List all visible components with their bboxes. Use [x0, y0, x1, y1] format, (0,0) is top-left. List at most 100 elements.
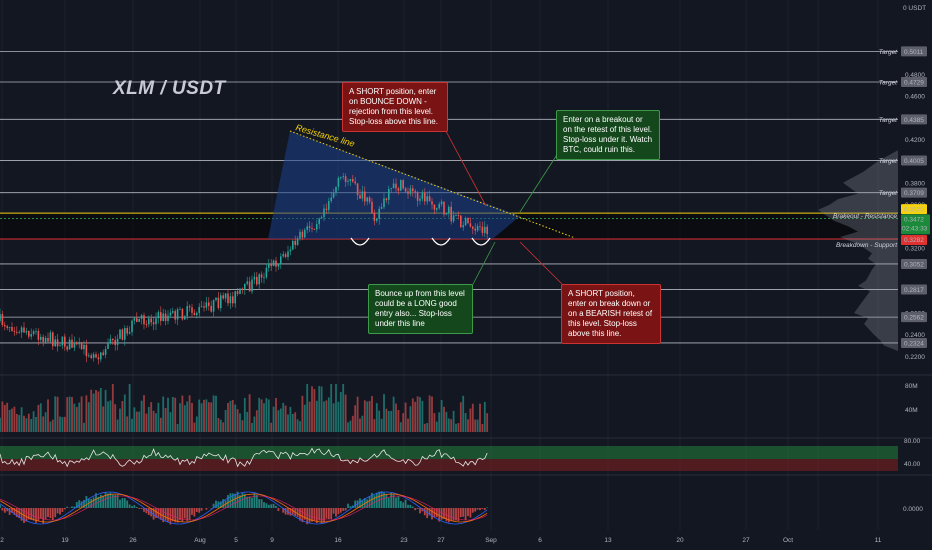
candle-body-155 [371, 201, 373, 214]
macd-hist-2856 [284, 508, 287, 515]
price-tick-3: 0.3800 [905, 180, 925, 187]
candle-body-35 [83, 344, 85, 350]
candle-body-123 [294, 240, 296, 245]
candle-body-121 [289, 249, 292, 252]
volume-profile [818, 150, 898, 351]
time-tick-10: 6 [538, 537, 542, 544]
candle-body-178 [426, 196, 428, 202]
candle-body-28 [66, 346, 68, 350]
macd-hist-4176 [416, 508, 419, 509]
candle-body-31 [73, 342, 76, 348]
volume-bar-118 [282, 402, 285, 432]
volume-bar-110 [263, 403, 265, 432]
candle-body-136 [325, 208, 328, 210]
macd-hist-1296 [128, 504, 131, 508]
level-price-3: 0.2324 [904, 340, 924, 347]
volume-bar-29 [68, 396, 71, 432]
macd-hist-1992 [198, 508, 201, 513]
candle-body-102 [244, 283, 246, 290]
volume-bar-4 [8, 409, 11, 432]
candle-body-141 [337, 178, 340, 187]
volume-bar-58 [138, 411, 141, 432]
volume-bar-42 [99, 387, 102, 432]
volume-bar-45 [107, 401, 109, 432]
volume-bar-67 [159, 417, 162, 432]
volume-bar-121 [289, 406, 292, 432]
time-tick-1: 19 [61, 537, 69, 544]
macd-hist-2232 [222, 499, 225, 508]
volume-bar-50 [119, 408, 121, 432]
volume-bar-151 [361, 415, 364, 432]
candle-body-17 [40, 336, 42, 340]
macd-hist-1176 [116, 494, 119, 508]
candle-body-126 [301, 231, 304, 238]
macd-hist-2328 [231, 493, 234, 508]
volume-bar-169 [404, 402, 407, 432]
macd-hist-1104 [109, 492, 112, 508]
candle-body-62 [148, 318, 150, 325]
volume-bar-126 [301, 395, 304, 432]
candle-body-130 [311, 227, 313, 229]
macd-hist-4512 [450, 508, 453, 521]
volume-bar-25 [59, 416, 61, 432]
macd-hist-960 [95, 493, 97, 508]
volume-bar-137 [327, 397, 330, 432]
volume-bar-104 [248, 394, 251, 432]
macd-hist-1224 [121, 498, 124, 508]
candle-body-60 [143, 315, 145, 325]
candle-body-74 [176, 309, 179, 320]
price-tick-0: 0.4800 [905, 72, 925, 79]
macd-hist-768 [75, 502, 78, 508]
macd-hist-1392 [138, 508, 141, 509]
macd-hist-2568 [255, 495, 258, 508]
time-tick-15: 11 [875, 537, 882, 544]
target-label-3: Target [879, 158, 898, 165]
current-price: 0.3472 [904, 216, 924, 223]
macd-hist-1632 [162, 508, 165, 523]
candle-body-69 [164, 313, 167, 321]
volume-bar-13 [30, 419, 33, 432]
candle-body-106 [253, 276, 256, 280]
macd-hist-4248 [423, 508, 426, 516]
price-tick-2: 0.4200 [905, 137, 925, 144]
candle-body-76 [181, 309, 184, 320]
candle-body-114 [272, 260, 275, 267]
volume-bar-37 [87, 402, 90, 432]
candle-body-89 [212, 300, 215, 312]
volume-bar-167 [399, 422, 402, 432]
volume-bar-88 [210, 402, 213, 432]
volume-bar-100 [239, 413, 241, 432]
macd-hist-816 [80, 501, 83, 508]
macd-hist-2760 [275, 505, 277, 508]
note-breakout-long: Enter on a breakout or on the retest of … [556, 110, 660, 160]
candle-body-25 [59, 345, 61, 347]
candle-body-85 [203, 306, 205, 308]
macd-hist-2160 [215, 500, 217, 508]
time-tick-4: 5 [234, 537, 238, 544]
macd-hist-360 [35, 508, 37, 523]
macd-hist-168 [15, 508, 18, 518]
macd-hist-4104 [409, 504, 412, 508]
candle-body-145 [347, 180, 349, 182]
macd-hist-3720 [371, 492, 373, 508]
volume-bar-168 [402, 413, 405, 432]
volume-bar-98 [234, 404, 237, 432]
candle-body-18 [42, 336, 44, 343]
volume-bar-34 [80, 396, 83, 432]
volume-bar-62 [147, 406, 150, 432]
volume-bar-64 [152, 410, 155, 432]
volume-bar-130 [311, 386, 313, 432]
volume-bar-160 [383, 394, 385, 432]
candle-body-13 [30, 334, 32, 337]
candle-body-164 [392, 183, 395, 189]
volume-bar-99 [236, 409, 239, 432]
volume-bar-186 [445, 411, 448, 432]
candle-body-170 [407, 191, 409, 194]
candle-body-37 [88, 355, 90, 357]
candle-body-93 [222, 295, 224, 299]
candle-body-196 [469, 223, 472, 227]
target-price-1: 0.4729 [904, 80, 924, 87]
volume-bar-198 [474, 419, 477, 432]
candle-body-83 [198, 307, 200, 313]
